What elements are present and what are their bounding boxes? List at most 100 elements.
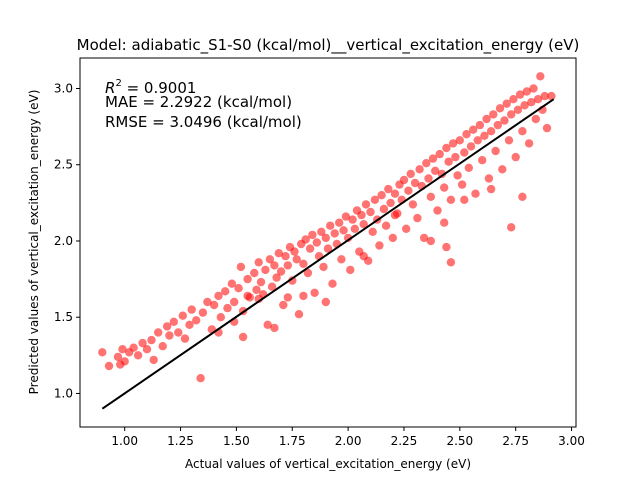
data-point — [509, 95, 518, 104]
data-point — [402, 224, 411, 233]
x-axis-label: Actual values of vertical_excitation_ene… — [185, 457, 471, 471]
x-tick-label: 2.75 — [502, 434, 529, 448]
data-point — [299, 259, 308, 268]
data-point — [341, 212, 351, 221]
data-point — [495, 104, 505, 113]
data-point — [265, 255, 275, 264]
data-point — [270, 261, 279, 270]
data-point — [437, 169, 447, 179]
data-point — [138, 338, 147, 348]
data-point — [252, 285, 261, 294]
data-point — [227, 279, 237, 288]
data-point — [209, 300, 219, 310]
data-point — [104, 361, 114, 371]
mae-annotation: MAE = 2.2922 (kcal/mol) — [105, 93, 292, 111]
data-point — [406, 169, 415, 179]
data-point — [388, 233, 397, 243]
data-point — [442, 143, 451, 153]
data-point — [489, 110, 498, 119]
data-point — [370, 195, 380, 204]
data-point — [263, 320, 272, 329]
data-point — [498, 165, 507, 174]
data-point — [404, 186, 413, 195]
data-point — [482, 114, 491, 124]
data-point — [473, 136, 482, 145]
data-point — [527, 98, 536, 107]
x-tick-label: 2.00 — [335, 434, 362, 448]
data-point — [149, 355, 158, 365]
data-point — [256, 277, 266, 287]
data-point — [460, 195, 469, 204]
y-tick-label: 2.0 — [54, 234, 73, 248]
r2-symbol: R — [105, 79, 115, 97]
data-point — [426, 192, 435, 201]
data-point — [359, 252, 368, 261]
data-point — [475, 120, 485, 130]
data-point — [484, 174, 494, 183]
data-point — [381, 221, 391, 230]
data-point — [234, 284, 243, 293]
data-point — [180, 334, 190, 343]
data-point — [339, 226, 348, 235]
data-point — [174, 328, 183, 337]
data-point — [317, 227, 326, 236]
data-point — [504, 136, 514, 145]
data-point — [216, 313, 225, 322]
data-point — [238, 332, 248, 342]
data-point — [446, 258, 456, 267]
regression-line — [101, 98, 555, 410]
data-point — [460, 148, 469, 157]
data-point — [455, 136, 464, 145]
data-point — [491, 146, 500, 156]
data-point — [243, 274, 252, 284]
data-point — [279, 300, 288, 310]
y-tick-label: 1.5 — [54, 310, 73, 324]
data-point — [250, 268, 259, 278]
data-point — [457, 180, 467, 189]
y-tick-label: 2.5 — [54, 158, 73, 172]
data-point — [359, 220, 368, 229]
data-point — [536, 72, 545, 81]
data-point — [462, 130, 471, 139]
data-points — [98, 72, 556, 383]
data-point — [330, 229, 339, 238]
data-point — [203, 297, 212, 307]
data-point — [507, 110, 516, 119]
data-point — [542, 123, 552, 133]
data-point — [299, 291, 308, 301]
data-point — [428, 154, 438, 163]
data-point — [288, 276, 297, 285]
data-point — [236, 262, 246, 272]
data-point — [133, 351, 143, 360]
x-tick-label: 1.25 — [167, 434, 194, 448]
data-point — [524, 139, 534, 148]
data-point — [464, 163, 473, 172]
data-point — [319, 262, 328, 272]
data-point — [366, 207, 375, 217]
data-point — [518, 192, 527, 201]
data-point — [384, 184, 393, 194]
data-point — [283, 261, 292, 270]
data-point — [375, 241, 384, 250]
data-point — [435, 149, 444, 159]
data-point — [518, 127, 527, 136]
data-point — [326, 221, 335, 230]
x-axis-ticks: 1.00 1.25 1.50 1.75 2.00 2.25 2.50 2.75 3.00 — [111, 427, 585, 448]
data-point — [290, 247, 299, 256]
data-point — [451, 152, 460, 162]
data-point — [368, 227, 377, 236]
data-point — [422, 159, 431, 168]
data-point — [377, 191, 386, 200]
data-point — [410, 178, 420, 188]
data-point — [308, 230, 317, 240]
x-tick-label: 3.00 — [558, 434, 585, 448]
data-point — [408, 200, 418, 209]
y-tick-label: 1.0 — [54, 386, 73, 400]
data-point — [272, 273, 281, 282]
data-point — [513, 105, 523, 115]
data-point — [267, 282, 277, 291]
data-point — [98, 348, 107, 357]
data-point — [466, 142, 476, 151]
data-point — [243, 291, 252, 301]
